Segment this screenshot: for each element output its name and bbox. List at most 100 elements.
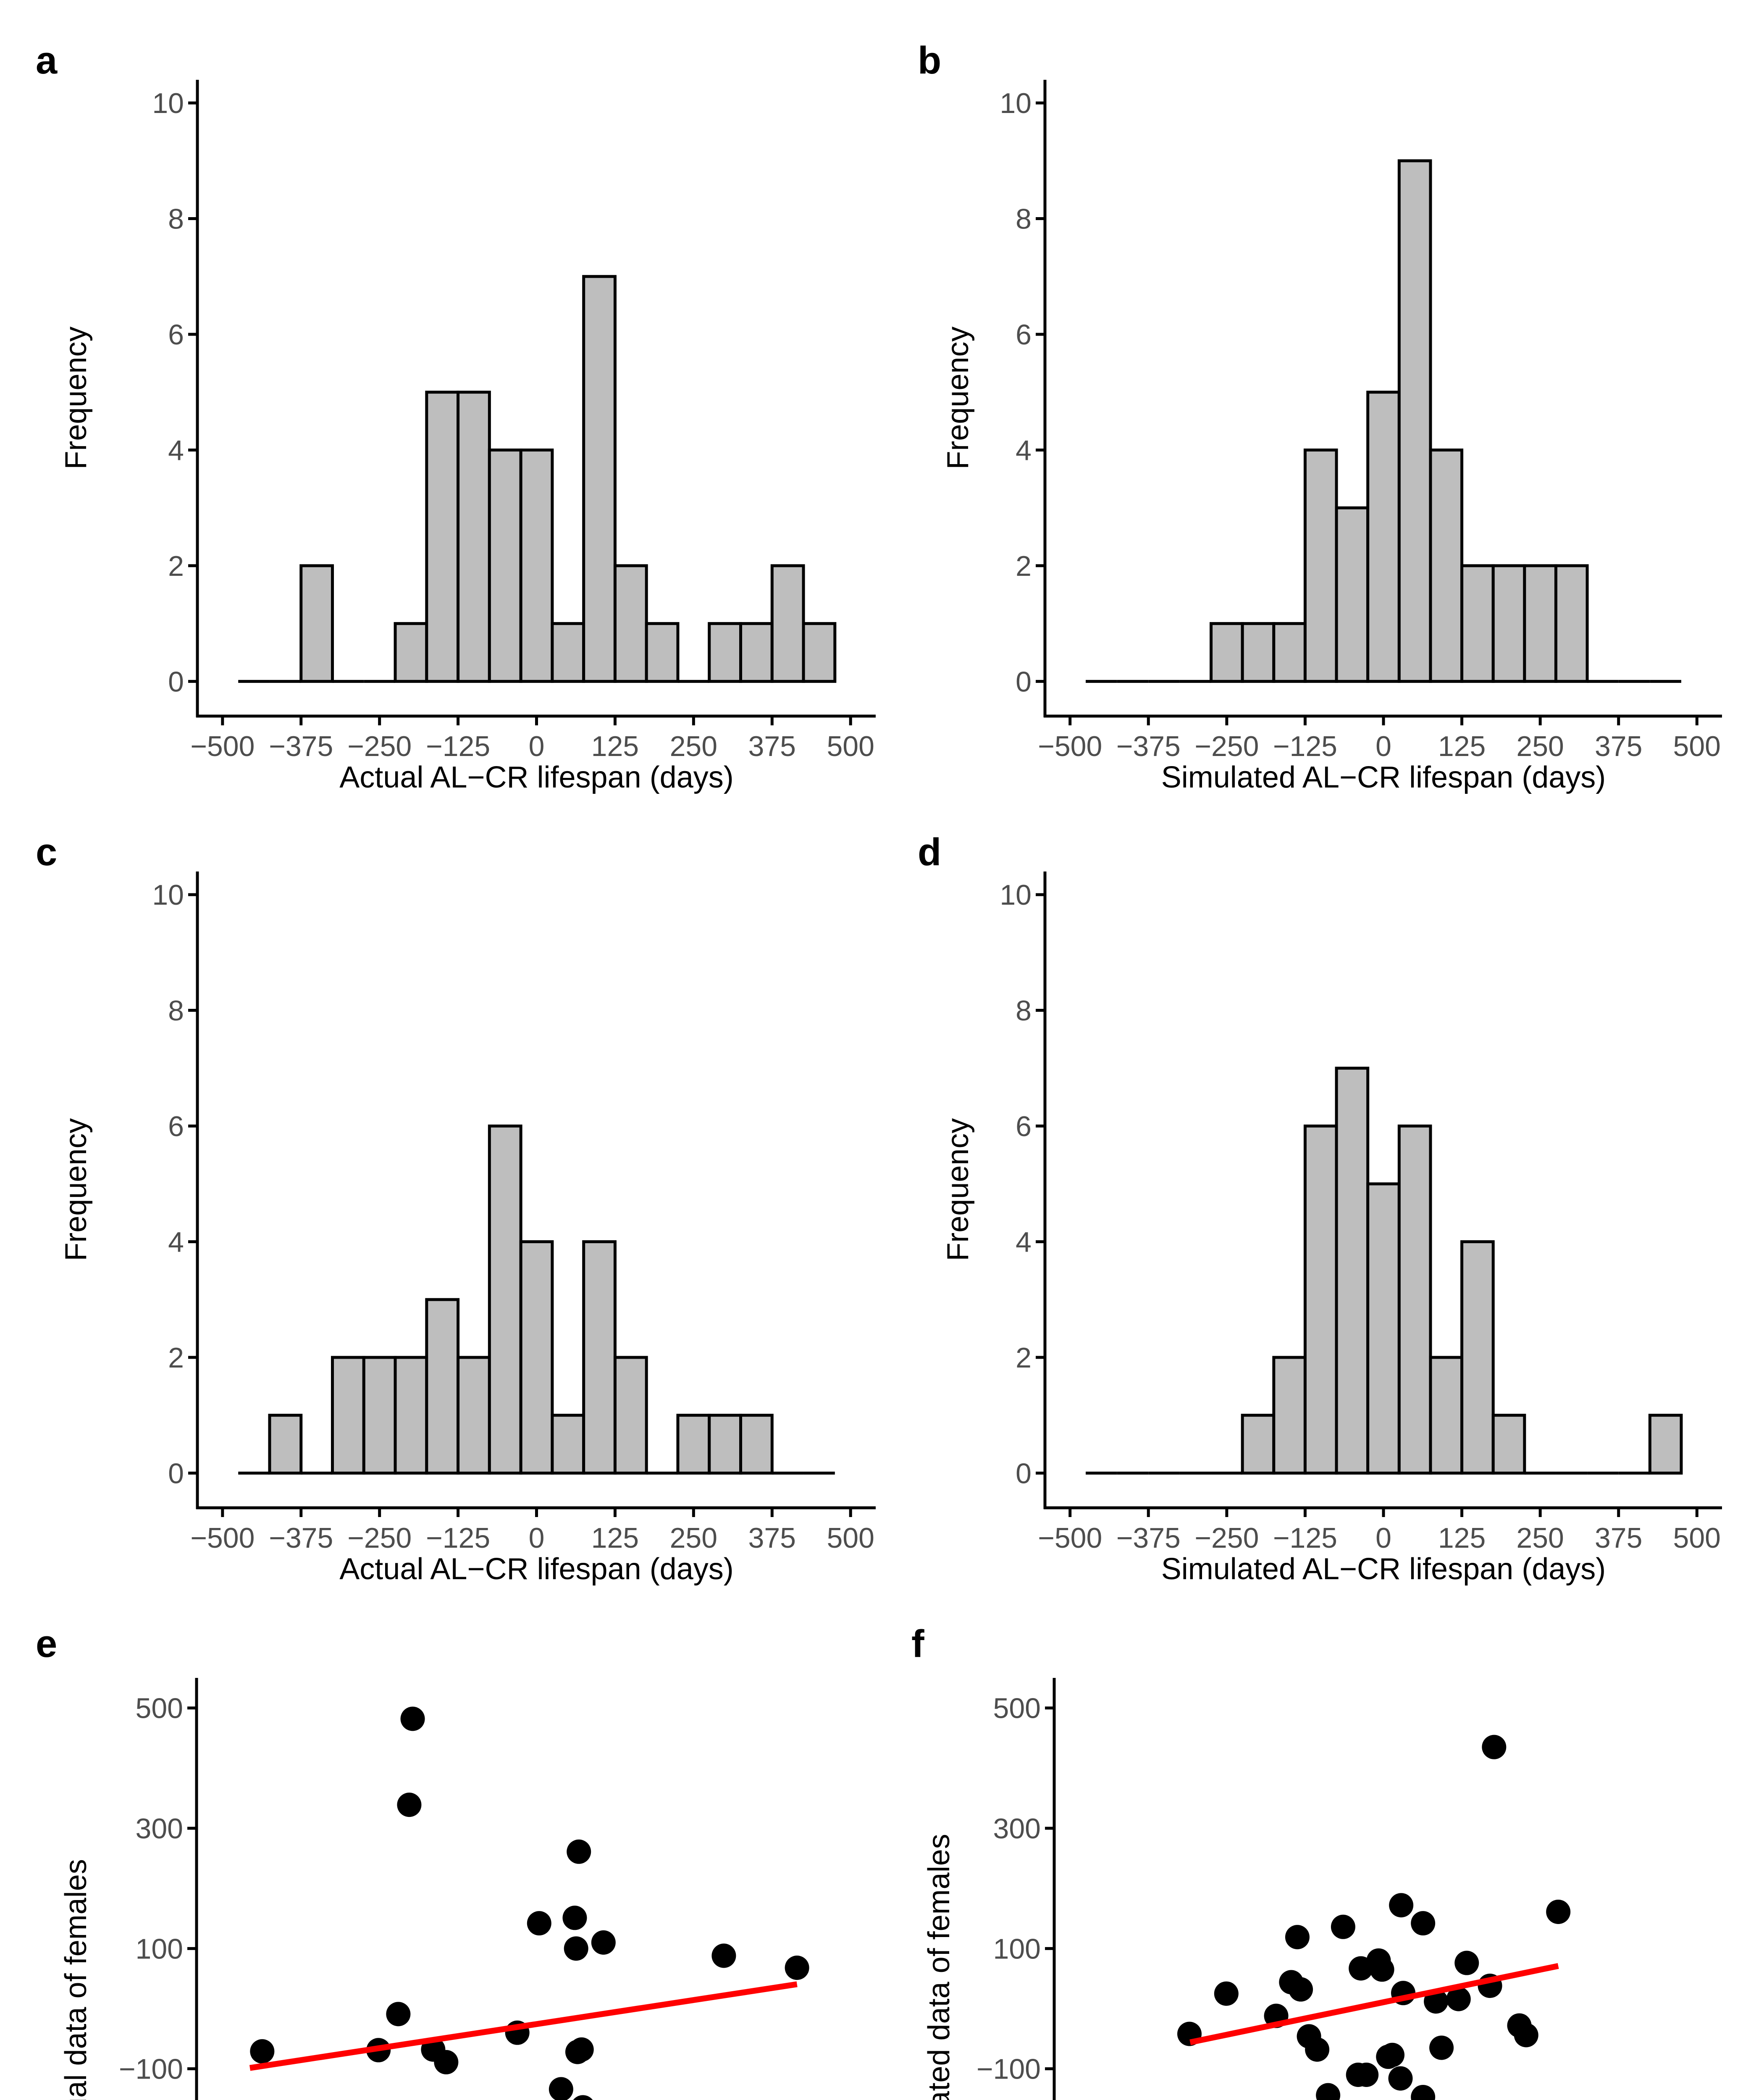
x-tick-label: −125 — [426, 730, 490, 762]
x-tick-label: −250 — [347, 1522, 412, 1554]
scatter-point — [434, 2050, 459, 2074]
y-axis-title: Actual data of females — [59, 1859, 93, 2100]
histogram-bar — [1460, 1240, 1495, 1475]
y-tick-label: 8 — [1016, 203, 1032, 235]
x-tick-label: −125 — [1273, 1522, 1337, 1554]
histogram-bar — [488, 448, 522, 683]
panel-a: a 0 2 4 6 8 10 −500 −375 −250 −125 0 125 250 375 500 Act… — [36, 39, 876, 794]
x-tick-label: 500 — [1673, 730, 1721, 762]
y-tick-label: 6 — [1016, 1110, 1032, 1142]
x-tick-label: 375 — [1595, 1522, 1642, 1554]
scatter-point — [1388, 2066, 1413, 2091]
histogram-bar — [1648, 1414, 1683, 1475]
scatter-point — [527, 1911, 551, 1936]
scatter-point — [1411, 1911, 1436, 1936]
y-tick-label: 6 — [1016, 319, 1032, 351]
histogram-bar — [739, 1414, 774, 1475]
y-tick-label: 10 — [152, 879, 184, 911]
x-tick-label: −250 — [1194, 730, 1259, 762]
y-tick-label: 500 — [136, 1693, 183, 1725]
histogram-bar — [362, 1356, 397, 1475]
x-tick-label: 125 — [591, 1522, 639, 1554]
scatter-point — [1411, 2084, 1436, 2100]
y-tick-label: 6 — [168, 1110, 184, 1142]
x-tick-label: −500 — [1038, 730, 1102, 762]
histogram-bar — [582, 1240, 617, 1475]
scatter-point — [386, 2002, 411, 2026]
regression-line — [1189, 1963, 1559, 2045]
x-tick-label: 0 — [1376, 1522, 1391, 1554]
panel-letter: c — [36, 831, 57, 874]
y-tick-label: 2 — [1016, 550, 1032, 582]
x-tick-label: 250 — [1516, 1522, 1564, 1554]
x-axis-title: Simulated AL−CR lifespan (days) — [1161, 761, 1606, 794]
scatter-point — [1349, 1956, 1373, 1981]
histogram-bar — [1303, 448, 1338, 683]
x-tick-label: 125 — [591, 730, 639, 762]
x-tick-label: −375 — [1116, 1522, 1181, 1554]
histogram-bar — [1303, 1124, 1338, 1475]
panel-letter: a — [36, 39, 58, 82]
y-tick-label: 8 — [1016, 995, 1032, 1027]
histogram-bar — [1491, 564, 1526, 683]
panel-b: b 0 2 4 6 8 10 −500 −375 −250 −125 0 125 250 375 500 Sim… — [918, 39, 1722, 794]
y-tick-label: 4 — [1016, 1226, 1032, 1258]
histogram-bar — [676, 1414, 711, 1475]
histogram-bar — [1491, 1414, 1526, 1475]
histogram-bar — [802, 622, 837, 683]
x-tick-label: 500 — [827, 1522, 874, 1554]
x-tick-label: 125 — [1438, 1522, 1486, 1554]
panel-d: d 0 2 4 6 8 10 −500 −375 −250 −125 0 125 250 375 500 Sim… — [918, 831, 1722, 1586]
histogram-bar — [1554, 564, 1589, 683]
histogram-bar — [770, 564, 805, 683]
histogram-bar — [425, 391, 460, 683]
x-axis-title: Actual AL−CR lifespan (days) — [339, 761, 733, 794]
y-tick-label: 100 — [993, 1933, 1041, 1965]
x-tick-label: −375 — [1116, 730, 1181, 762]
histogram-bar — [708, 1414, 742, 1475]
panel-f: f500300100−100−300−500−400−300−200−10001… — [911, 1622, 1571, 2100]
scatter-point — [1389, 1893, 1414, 1918]
histogram-bar — [1523, 564, 1557, 683]
x-tick-label: 250 — [670, 1522, 717, 1554]
y-tick-label: 0 — [1016, 1457, 1032, 1489]
scatter-point — [1370, 1957, 1394, 1982]
x-tick-label: 125 — [1438, 730, 1486, 762]
regression-line — [249, 1981, 798, 2071]
scatter-point — [1454, 1950, 1479, 1975]
scatter-point — [1305, 2037, 1330, 2062]
histogram-bar — [613, 564, 648, 683]
y-tick-label: 4 — [168, 1226, 184, 1258]
scatter-point — [569, 2037, 594, 2062]
scatter-point — [397, 1793, 422, 1817]
x-axis-title: Simulated AL−CR lifespan (days) — [1161, 1552, 1606, 1586]
y-tick-label: 10 — [1000, 879, 1032, 911]
x-tick-label: −125 — [1273, 730, 1337, 762]
x-tick-label: 250 — [1516, 730, 1564, 762]
x-tick-label: −250 — [347, 730, 412, 762]
x-tick-label: 500 — [827, 730, 874, 762]
histogram-bar — [268, 1414, 303, 1475]
scatter-point — [1285, 1925, 1310, 1950]
y-axis-title: Frequency — [59, 1118, 93, 1261]
scatter-point — [1429, 2035, 1454, 2060]
x-tick-label: 0 — [1376, 730, 1391, 762]
y-tick-label: 8 — [168, 203, 184, 235]
y-tick-label: −100 — [976, 2053, 1041, 2085]
histogram-bar — [1397, 159, 1432, 683]
histogram-bar — [519, 448, 554, 683]
y-tick-label: 0 — [168, 1457, 184, 1489]
histogram-bar — [457, 1356, 491, 1475]
x-tick-label: −500 — [1038, 1522, 1102, 1554]
x-tick-label: 375 — [1595, 730, 1642, 762]
x-tick-label: 375 — [748, 1522, 796, 1554]
y-axis-title: Simulated data of females — [922, 1834, 956, 2100]
panel-c: c 0 2 4 6 8 10 −500 −375 −250 −125 0 125 250 375 500 Act… — [36, 831, 876, 1586]
scatter-point — [573, 2095, 593, 2100]
histogram-bar — [299, 564, 334, 683]
histogram-bar — [331, 1356, 365, 1475]
histogram-bar — [519, 1240, 554, 1475]
y-axis-title: Frequency — [941, 1118, 975, 1261]
y-tick-label: 2 — [1016, 1342, 1032, 1374]
y-tick-label: −100 — [119, 2053, 183, 2085]
